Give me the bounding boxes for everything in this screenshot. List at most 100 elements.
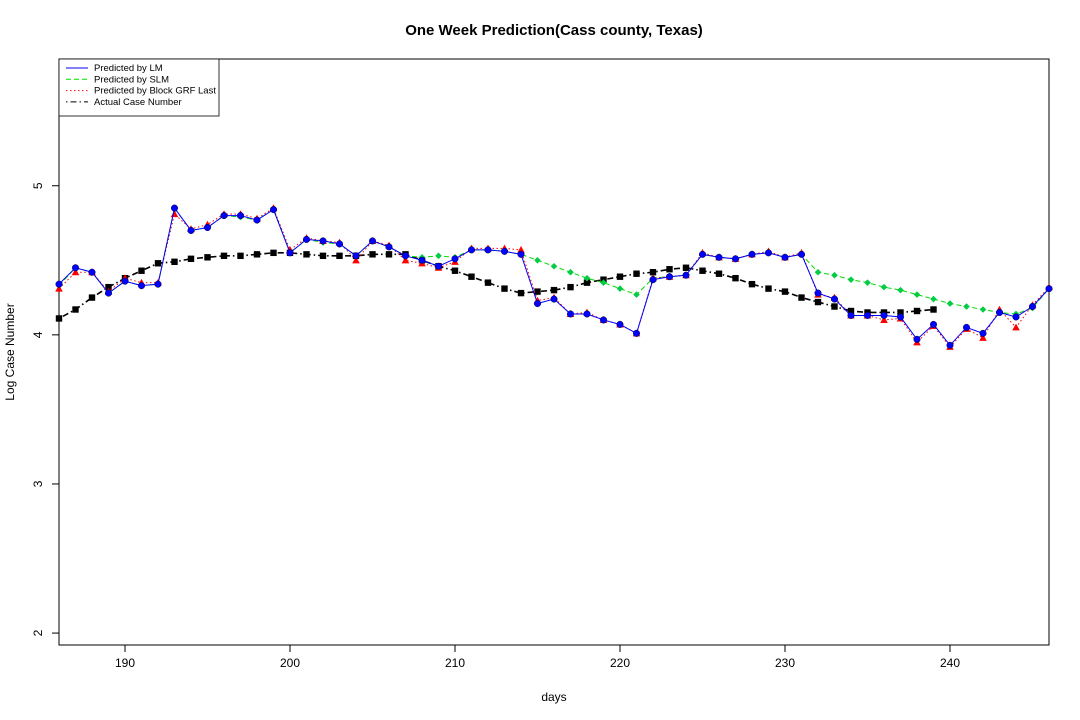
data-point [699, 250, 707, 258]
data-point [864, 279, 871, 286]
data-point [600, 316, 608, 324]
data-point [979, 334, 987, 341]
x-tick-label: 210 [445, 656, 465, 670]
data-point [583, 279, 591, 286]
data-point [616, 285, 624, 292]
data-point [666, 273, 674, 281]
data-point [864, 311, 872, 319]
data-point [154, 260, 162, 267]
data-point [253, 216, 261, 224]
data-point [71, 264, 79, 272]
data-point [732, 255, 740, 263]
data-point [236, 212, 244, 220]
chart-title: One Week Prediction(Cass county, Texas) [405, 22, 703, 39]
legend-entry: Predicted by Block GRF Last [94, 86, 216, 97]
data-point [171, 258, 178, 265]
data-point [303, 235, 311, 243]
data-point [847, 276, 855, 283]
data-point [1045, 285, 1053, 293]
data-point [831, 271, 838, 279]
data-point [534, 300, 542, 308]
data-point [385, 243, 393, 251]
data-point [154, 280, 162, 288]
data-point [170, 204, 178, 212]
data-point [814, 289, 822, 297]
data-point [814, 298, 822, 306]
data-point [963, 323, 971, 331]
data-point [600, 279, 607, 286]
data-point [847, 311, 855, 319]
data-point [352, 256, 360, 264]
data-point [484, 246, 492, 254]
y-tick-label: 4 [31, 331, 45, 338]
data-point [567, 268, 574, 276]
data-point [550, 262, 558, 270]
data-point [946, 300, 954, 307]
data-point [468, 273, 475, 280]
x-tick-label: 190 [115, 656, 135, 670]
data-point [930, 320, 938, 328]
data-point [550, 286, 558, 294]
data-point [765, 285, 772, 292]
data-point [781, 288, 789, 295]
data-point [88, 268, 96, 276]
data-point [402, 252, 410, 260]
data-point [369, 237, 377, 245]
data-point [253, 251, 261, 258]
data-point [567, 283, 574, 291]
legend-entry: Predicted by SLM [94, 74, 169, 85]
data-point [649, 269, 657, 276]
data-point [633, 270, 640, 277]
data-point [633, 291, 640, 298]
data-point [369, 251, 376, 258]
x-tick-label: 200 [280, 656, 300, 670]
data-point [270, 249, 277, 257]
data-point [121, 277, 129, 285]
data-point [930, 295, 937, 303]
data-point [72, 306, 79, 313]
x-tick-label: 240 [940, 656, 960, 670]
data-point [435, 252, 442, 260]
data-point [319, 252, 327, 260]
data-point [583, 310, 591, 318]
data-point [501, 285, 508, 292]
data-point [534, 288, 541, 295]
data-point [319, 237, 327, 245]
data-point [633, 329, 641, 337]
data-point [286, 249, 294, 257]
legend-entry: Predicted by LM [94, 63, 163, 74]
data-point [517, 246, 525, 253]
data-point [401, 256, 410, 264]
data-point [831, 303, 838, 310]
data-point [699, 267, 706, 274]
data-point [913, 291, 921, 298]
data-point [55, 284, 63, 292]
data-point [963, 303, 970, 310]
data-point [203, 223, 211, 231]
data-point [1012, 313, 1020, 321]
series-layer [55, 204, 1053, 350]
plot-frame [58, 58, 1050, 646]
data-point [814, 268, 822, 276]
series-predicted-by-lm [55, 204, 1053, 349]
y-tick-label: 2 [31, 629, 45, 636]
data-point [220, 212, 228, 220]
data-point [897, 309, 904, 316]
data-point [979, 329, 987, 337]
data-point [616, 320, 624, 328]
data-point [451, 267, 459, 274]
data-point [352, 252, 360, 260]
data-point [55, 280, 63, 288]
data-point [930, 306, 937, 313]
data-point [1012, 323, 1020, 331]
data-point [616, 273, 624, 280]
data-point [831, 295, 839, 303]
data-point [583, 274, 591, 282]
data-point [336, 252, 343, 260]
y-tick-label: 5 [31, 182, 45, 189]
data-point [105, 283, 112, 291]
data-point [847, 307, 855, 315]
data-point [550, 295, 558, 303]
data-point [187, 226, 195, 234]
